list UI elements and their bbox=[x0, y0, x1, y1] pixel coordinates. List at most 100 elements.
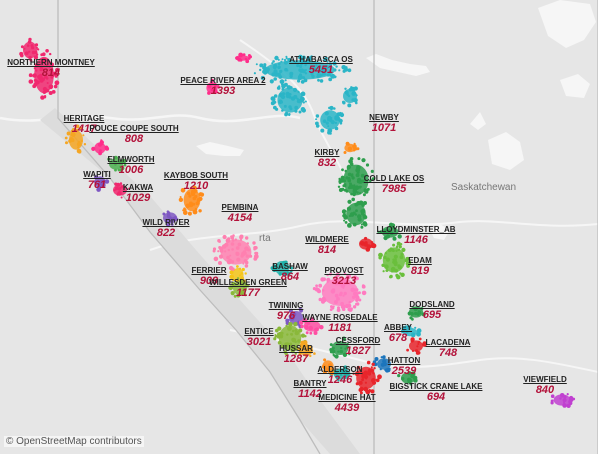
well-dot bbox=[283, 60, 288, 65]
well-dot bbox=[352, 192, 356, 197]
cluster-lloydminster-ab[interactable] bbox=[377, 222, 402, 241]
well-dot bbox=[389, 274, 393, 279]
well-dot bbox=[405, 330, 409, 334]
cluster-ferrier[interactable] bbox=[229, 265, 247, 284]
cluster-kakwa[interactable] bbox=[113, 182, 131, 199]
well-dot bbox=[190, 190, 196, 195]
well-dot bbox=[45, 77, 49, 80]
well-dot bbox=[33, 55, 39, 60]
well-dot bbox=[273, 105, 277, 110]
well-dot bbox=[40, 95, 45, 100]
cluster-willesden-green[interactable] bbox=[228, 277, 250, 298]
cluster-athabasca-os[interactable] bbox=[253, 54, 352, 135]
cluster-wild-river[interactable] bbox=[162, 210, 179, 228]
cluster-peace-river-area-2[interactable] bbox=[206, 52, 252, 95]
well-dot bbox=[349, 182, 352, 186]
cluster-bantry[interactable] bbox=[321, 358, 335, 376]
cluster-entice[interactable] bbox=[273, 321, 308, 356]
well-dot bbox=[344, 183, 347, 186]
cluster-elmworth[interactable] bbox=[107, 155, 127, 172]
well-dot bbox=[355, 101, 358, 105]
cluster-bashaw[interactable] bbox=[270, 260, 294, 277]
well-dot bbox=[298, 352, 302, 356]
well-dot bbox=[249, 254, 253, 258]
cluster-northern-montney[interactable] bbox=[19, 37, 60, 100]
well-dot bbox=[398, 266, 402, 270]
cluster-kaybob-south[interactable] bbox=[178, 185, 205, 216]
cluster-lacadena[interactable] bbox=[406, 337, 427, 355]
well-dot bbox=[367, 244, 372, 249]
well-dot bbox=[332, 346, 335, 350]
cluster-hatton[interactable] bbox=[372, 355, 391, 373]
well-dot bbox=[187, 191, 191, 196]
well-dot bbox=[408, 260, 412, 265]
well-dot bbox=[315, 284, 318, 288]
well-dot bbox=[259, 63, 264, 68]
well-dot bbox=[318, 283, 323, 288]
well-dot bbox=[351, 197, 356, 202]
cluster-heritage[interactable] bbox=[64, 124, 87, 154]
well-dot bbox=[230, 291, 235, 296]
well-dot bbox=[327, 115, 332, 121]
cluster-wapiti[interactable] bbox=[93, 175, 110, 192]
well-dot bbox=[273, 337, 277, 341]
well-dot bbox=[372, 372, 375, 375]
well-dot bbox=[333, 75, 337, 79]
well-dot bbox=[347, 68, 352, 73]
cluster-wildmere[interactable] bbox=[359, 236, 377, 252]
well-dot bbox=[231, 239, 235, 242]
well-dot bbox=[284, 111, 289, 116]
cluster-medicine-hat[interactable] bbox=[352, 360, 382, 395]
well-dot bbox=[231, 248, 234, 251]
cluster-pembina[interactable] bbox=[212, 234, 259, 272]
map-attribution[interactable]: © OpenStreetMap contributors bbox=[4, 436, 144, 447]
well-dot bbox=[34, 43, 39, 47]
cluster-newby[interactable] bbox=[342, 86, 358, 108]
well-dot bbox=[265, 67, 270, 72]
cluster-wayne-rosedale[interactable] bbox=[299, 317, 324, 335]
cluster-cold-lake-os[interactable] bbox=[337, 157, 376, 229]
well-dot bbox=[319, 325, 324, 330]
cluster-cessford[interactable] bbox=[329, 336, 351, 359]
well-dot bbox=[361, 243, 365, 246]
well-dot bbox=[263, 63, 267, 67]
well-dot bbox=[196, 198, 201, 202]
cluster-viewfield[interactable] bbox=[550, 393, 576, 408]
cluster-hussar[interactable] bbox=[297, 340, 316, 358]
well-dot bbox=[373, 378, 376, 381]
well-dot bbox=[344, 169, 347, 173]
well-dot bbox=[326, 60, 329, 63]
lake-east-1 bbox=[488, 132, 524, 170]
well-dot bbox=[167, 211, 171, 215]
well-dot bbox=[566, 393, 569, 396]
cluster-bigstick-crane-lake[interactable] bbox=[397, 371, 418, 386]
well-dot bbox=[222, 234, 227, 240]
well-dot bbox=[369, 179, 372, 183]
cluster-pouce-coupe-south[interactable] bbox=[91, 139, 110, 156]
well-dot bbox=[277, 65, 281, 70]
well-dot bbox=[245, 236, 249, 240]
well-dot bbox=[333, 370, 339, 376]
well-dot bbox=[286, 271, 291, 276]
cluster-edam[interactable] bbox=[378, 241, 412, 280]
well-dot bbox=[304, 335, 307, 338]
well-dot bbox=[406, 325, 412, 330]
well-dot bbox=[333, 277, 338, 282]
well-dot bbox=[392, 236, 397, 241]
well-dot bbox=[31, 50, 36, 55]
cluster-provost[interactable] bbox=[312, 272, 367, 312]
well-dot bbox=[241, 267, 245, 272]
cluster-dodsland[interactable] bbox=[407, 306, 426, 321]
well-dot bbox=[355, 173, 360, 178]
cluster-kirby[interactable] bbox=[343, 141, 360, 154]
well-dot bbox=[272, 100, 276, 105]
well-dot bbox=[101, 179, 105, 184]
well-dot bbox=[333, 300, 338, 305]
well-dot bbox=[362, 371, 368, 377]
well-dot bbox=[413, 379, 417, 383]
well-dot bbox=[378, 252, 383, 258]
cluster-abbey[interactable] bbox=[400, 325, 422, 338]
well-dot bbox=[323, 358, 327, 362]
well-dot bbox=[361, 290, 367, 296]
